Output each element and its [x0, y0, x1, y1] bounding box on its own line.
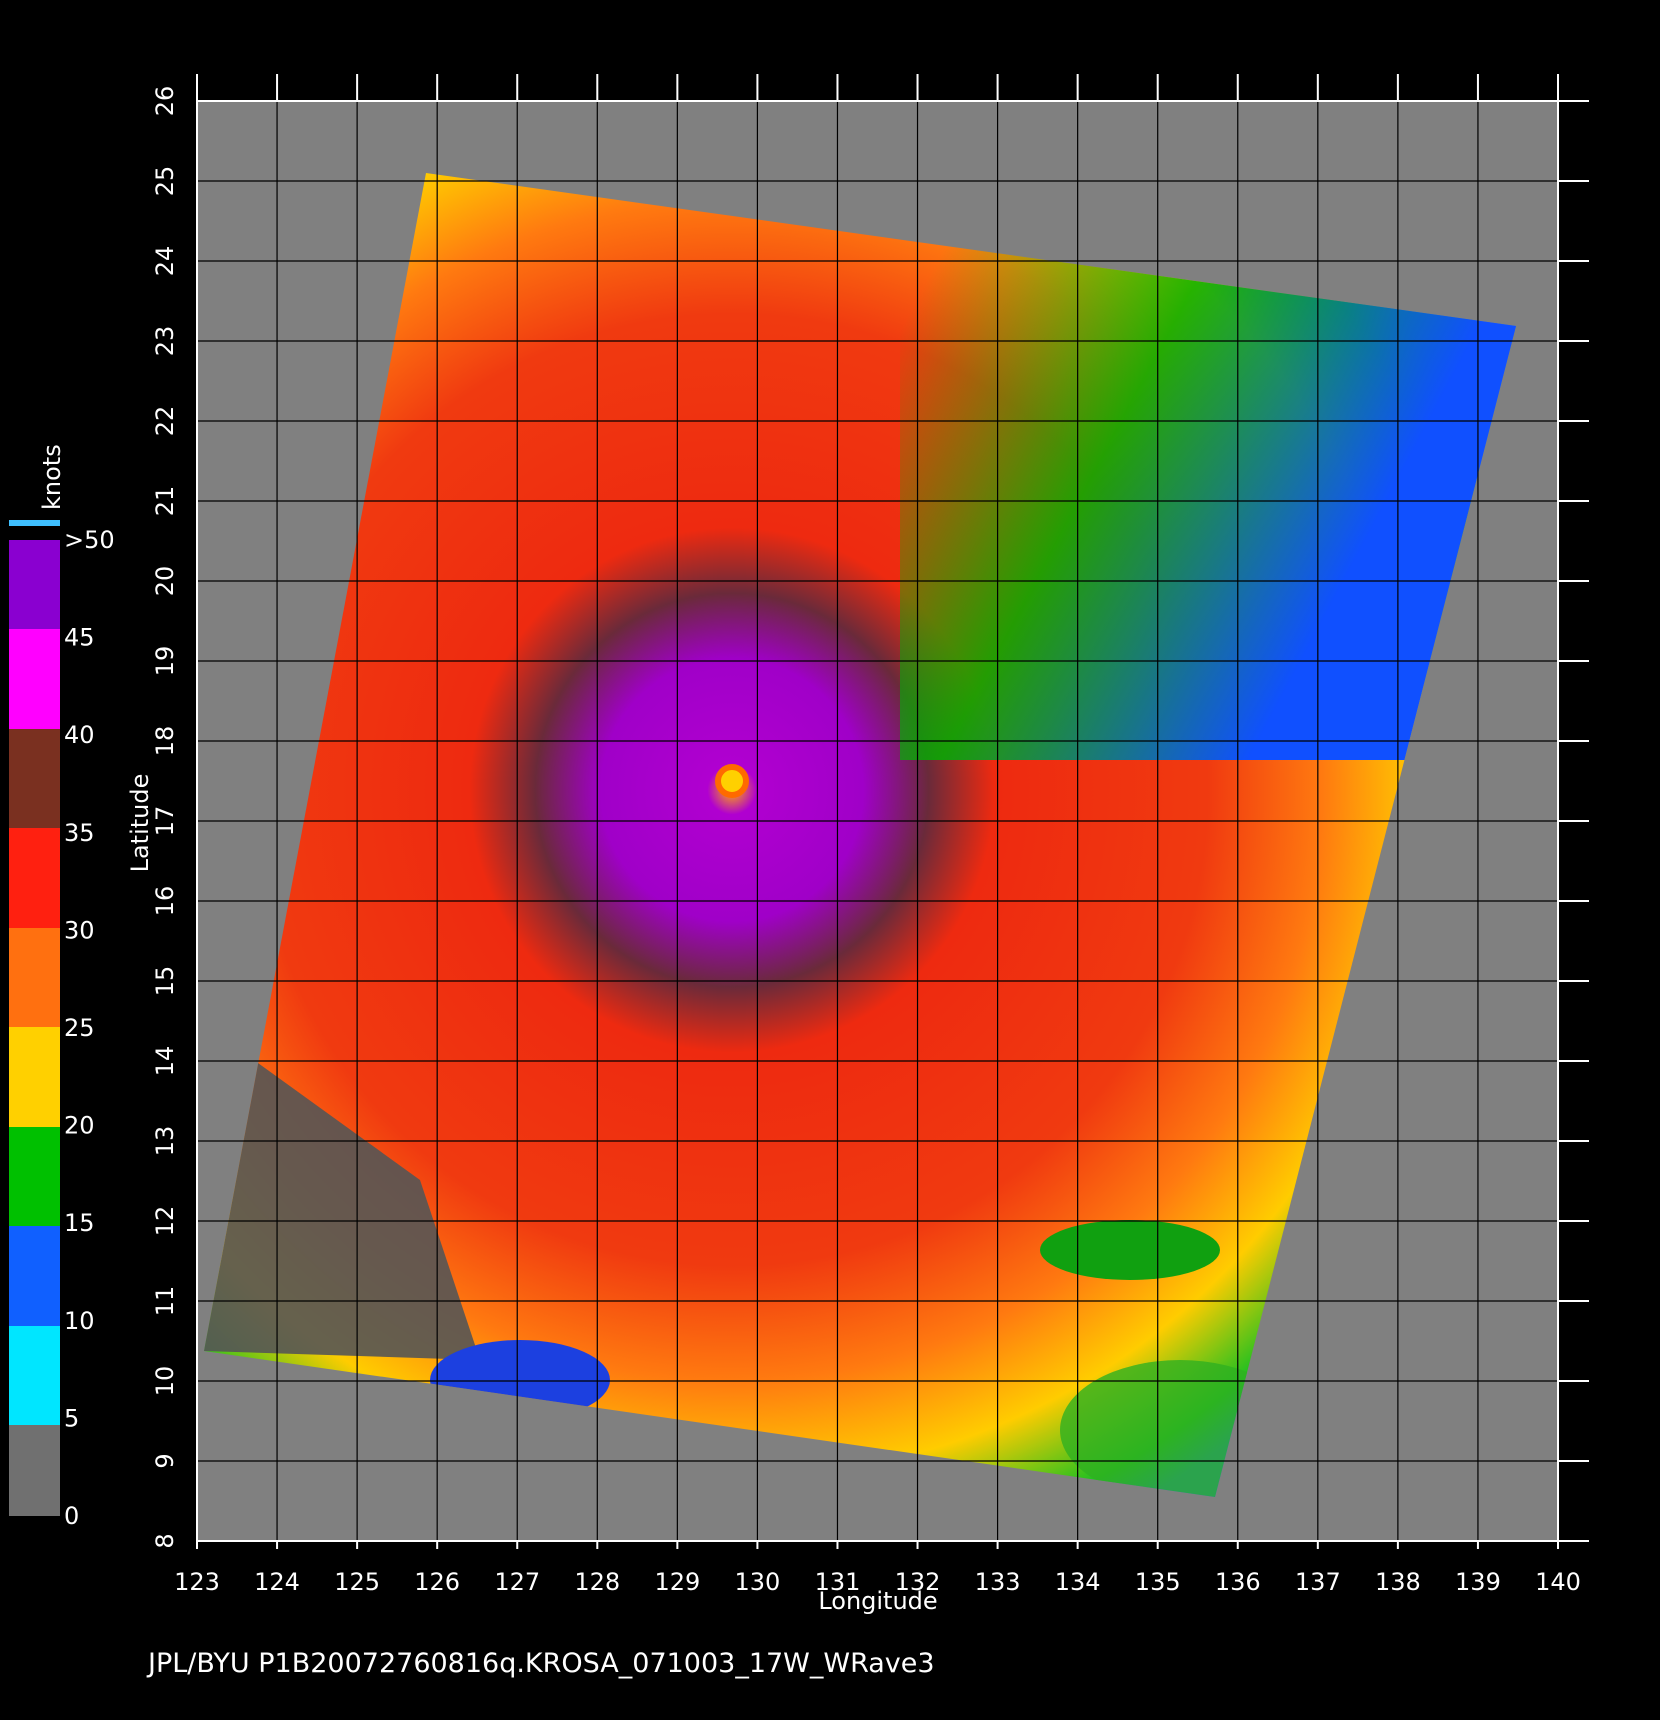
grid — [196, 100, 1559, 1542]
y-tick-label: 8 — [151, 1533, 179, 1548]
y-tick-label: 18 — [151, 726, 179, 757]
colorbar-label: 40 — [64, 721, 95, 749]
colorbar-label: 30 — [64, 916, 95, 944]
x-tick-label: 127 — [494, 1568, 540, 1596]
y-tick-label: 25 — [151, 166, 179, 197]
x-tick-label: 139 — [1455, 1568, 1501, 1596]
colorbar-title: knots — [38, 444, 66, 510]
colorbar-label: 35 — [64, 819, 95, 847]
colorbar-label: 20 — [64, 1112, 95, 1140]
colorbar-label: 15 — [64, 1209, 95, 1237]
colorbar-label: 0 — [64, 1502, 79, 1530]
x-tick-label: 138 — [1375, 1568, 1421, 1596]
y-tick-label: 14 — [151, 1046, 179, 1077]
y-tick-label: 9 — [151, 1453, 179, 1468]
y-tick-label: 21 — [151, 486, 179, 517]
x-tick-label: 131 — [815, 1568, 861, 1596]
x-tick-label: 133 — [975, 1568, 1021, 1596]
y-tick-label: 16 — [151, 886, 179, 917]
colorbar-label: >50 — [64, 526, 115, 554]
y-tick-label: 22 — [151, 406, 179, 437]
x-tick-label: 134 — [1055, 1568, 1101, 1596]
x-tick-label: 137 — [1295, 1568, 1341, 1596]
x-tick-label: 124 — [254, 1568, 300, 1596]
x-axis-title: Longitude — [818, 1587, 937, 1615]
y-tick-label: 17 — [151, 806, 179, 837]
y-tick-label: 10 — [151, 1366, 179, 1397]
x-tick-label: 132 — [895, 1568, 941, 1596]
wind-swath — [204, 173, 1516, 1497]
x-tick-label: 126 — [414, 1568, 460, 1596]
y-tick-label: 11 — [151, 1286, 179, 1317]
x-tick-label: 135 — [1135, 1568, 1181, 1596]
y-tick-label: 15 — [151, 966, 179, 997]
x-tick-label: 123 — [174, 1568, 220, 1596]
y-tick-label: 19 — [151, 646, 179, 677]
y-axis-title: Latitude — [126, 774, 154, 873]
colorbar-label: 5 — [64, 1404, 79, 1432]
colorbar-label: 25 — [64, 1014, 95, 1042]
x-tick-label: 128 — [574, 1568, 620, 1596]
colorbar — [9, 520, 60, 1516]
y-tick-label: 24 — [151, 246, 179, 277]
y-tick-label: 12 — [151, 1206, 179, 1237]
y-tick-label: 26 — [151, 86, 179, 117]
x-tick-label: 136 — [1215, 1568, 1261, 1596]
x-tick-label: 125 — [334, 1568, 380, 1596]
x-tick-label: 140 — [1535, 1568, 1581, 1596]
y-tick-label: 23 — [151, 326, 179, 357]
y-tick-label: 13 — [151, 1126, 179, 1157]
colorbar-label: 10 — [64, 1307, 95, 1335]
x-tick-label: 130 — [735, 1568, 781, 1596]
colorbar-label: 45 — [64, 624, 95, 652]
x-tick-label: 129 — [654, 1568, 700, 1596]
footer: JPL/BYU P1B20072760816q.KROSA_071003_17W… — [146, 1648, 935, 1679]
y-tick-label: 20 — [151, 566, 179, 597]
